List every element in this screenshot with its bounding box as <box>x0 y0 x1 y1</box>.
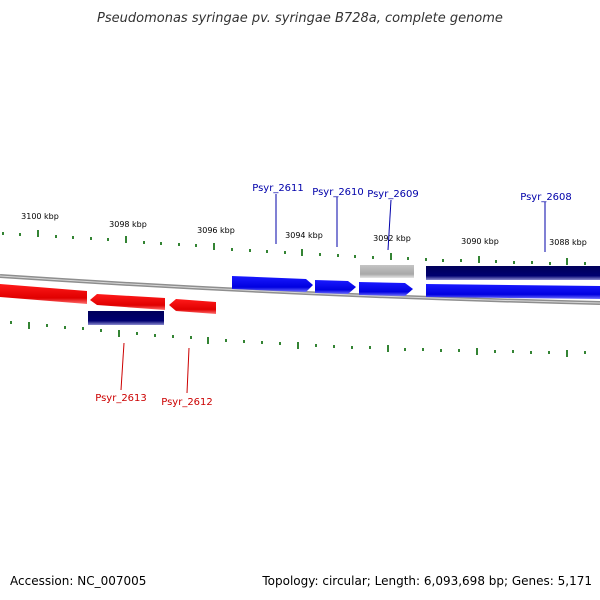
label-psyr-2609[interactable]: Psyr_2609 <box>367 189 419 200</box>
gene-psyr-2609[interactable] <box>359 282 413 296</box>
outer-ruler-ticks <box>2 230 586 265</box>
gene-psyr-2610[interactable] <box>315 280 356 294</box>
gene-psyr-2612[interactable] <box>169 299 216 314</box>
ruler-label-3100: 3100 kbp <box>21 212 59 221</box>
map-title: Pseudomonas syringae pv. syringae B728a,… <box>97 11 503 26</box>
ruler-label-3096: 3096 kbp <box>197 226 235 235</box>
ruler-label-3090: 3090 kbp <box>461 237 499 246</box>
ruler-label-3094: 3094 kbp <box>285 231 323 240</box>
gene-psyr-2613-red[interactable] <box>90 294 165 310</box>
accession-text: Accession: NC_007005 <box>10 574 147 588</box>
label-psyr-2613[interactable]: Psyr_2613 <box>95 393 147 404</box>
gene-psyr-2608[interactable] <box>426 284 600 299</box>
gene-psyr-2609-pseudo[interactable] <box>360 265 414 278</box>
gene-psyr-2613-feature[interactable] <box>88 311 164 325</box>
inner-ruler-ticks <box>10 321 586 357</box>
ruler-label-3092: 3092 kbp <box>373 234 411 243</box>
genome-backbone <box>0 274 600 305</box>
gene-psyr-2611[interactable] <box>232 276 313 292</box>
reverse-gene-labels: Psyr_2613 Psyr_2612 <box>95 342 213 408</box>
label-psyr-2608[interactable]: Psyr_2608 <box>520 192 572 203</box>
forward-genes <box>232 265 600 299</box>
reverse-genes <box>0 284 216 325</box>
genome-summary-text: Topology: circular; Length: 6,093,698 bp… <box>262 574 592 588</box>
gene-left-edge[interactable] <box>0 284 87 304</box>
ruler-label-3088: 3088 kbp <box>549 238 587 247</box>
label-psyr-2610[interactable]: Psyr_2610 <box>312 187 364 198</box>
gene-psyr-2608-feature[interactable] <box>426 266 600 280</box>
forward-gene-labels: Psyr_2611 Psyr_2610 Psyr_2609 Psyr_2608 <box>252 183 572 252</box>
label-psyr-2611[interactable]: Psyr_2611 <box>252 183 304 194</box>
label-psyr-2612[interactable]: Psyr_2612 <box>161 397 213 408</box>
ruler-label-3098: 3098 kbp <box>109 220 147 229</box>
